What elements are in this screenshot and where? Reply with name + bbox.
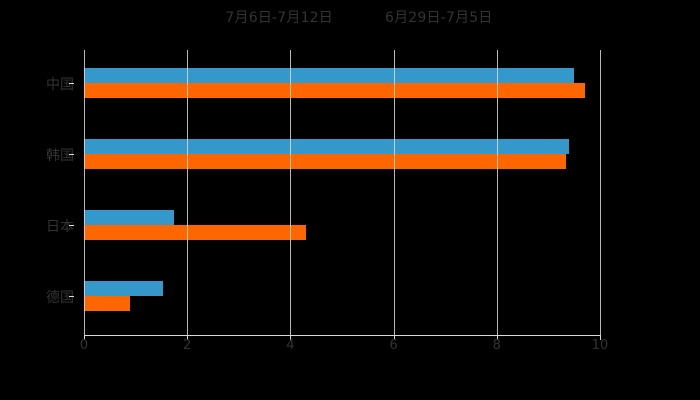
bar-韩国-series-2[interactable] xyxy=(84,153,567,169)
x-tick-label-8: 8 xyxy=(492,338,501,353)
y-tick-mark-中国 xyxy=(69,82,74,84)
y-axis-label-韩国: 韩国 xyxy=(46,147,74,164)
bar-德国-series-1[interactable] xyxy=(84,281,163,297)
x-tick-mark-10 xyxy=(600,335,601,340)
square-marker-icon xyxy=(367,13,378,24)
gridline-x-8 xyxy=(496,50,498,335)
bar-中国-series-1[interactable] xyxy=(84,67,575,83)
gridline-x-2 xyxy=(187,50,189,335)
gridline-x-10 xyxy=(600,50,601,335)
y-axis-label-中国: 中国 xyxy=(46,76,74,93)
gridline-x-6 xyxy=(393,50,395,335)
y-axis-label-德国: 德国 xyxy=(46,290,74,307)
bar-韩国-series-1[interactable] xyxy=(84,138,570,154)
y-tick-mark-德国 xyxy=(69,296,74,298)
legend-label-series-2: 6月29日-7月5日 xyxy=(385,10,493,26)
legend-label-series-1: 7月6日-7月12日 xyxy=(225,10,333,26)
y-axis-category-labels: 中国 韩国 日本 德国 xyxy=(0,50,74,335)
plot-area xyxy=(84,50,601,335)
circle-marker-icon xyxy=(207,13,218,24)
x-tick-mark-4 xyxy=(290,335,292,340)
x-tick-label-6: 6 xyxy=(389,338,398,353)
legend-item-series-2[interactable]: 6月29日-7月5日 xyxy=(367,7,493,29)
x-tick-label-10: 10 xyxy=(591,338,609,353)
bar-中国-series-2[interactable] xyxy=(84,82,585,98)
y-tick-mark-日本 xyxy=(69,225,74,227)
x-tick-label-0: 0 xyxy=(79,338,89,353)
y-axis-label-日本: 日本 xyxy=(46,219,74,236)
x-tick-mark-2 xyxy=(187,335,189,340)
y-tick-mark-韩国 xyxy=(69,153,74,155)
gridline-x-4 xyxy=(290,50,292,335)
x-tick-mark-0 xyxy=(84,335,85,340)
legend-item-series-1[interactable]: 7月6日-7月12日 xyxy=(207,7,333,29)
gridline-x-0 xyxy=(84,50,85,335)
x-tick-mark-8 xyxy=(496,335,498,340)
bar-德国-series-2[interactable] xyxy=(84,296,131,312)
x-tick-label-4: 4 xyxy=(286,338,295,353)
bar-日本-series-1[interactable] xyxy=(84,210,175,226)
chart-legend: 7月6日-7月12日 6月29日-7月5日 xyxy=(0,6,700,30)
x-tick-label-2: 2 xyxy=(183,338,192,353)
x-tick-mark-6 xyxy=(393,335,395,340)
x-axis-line xyxy=(84,335,601,336)
bar-日本-series-2[interactable] xyxy=(84,225,306,241)
